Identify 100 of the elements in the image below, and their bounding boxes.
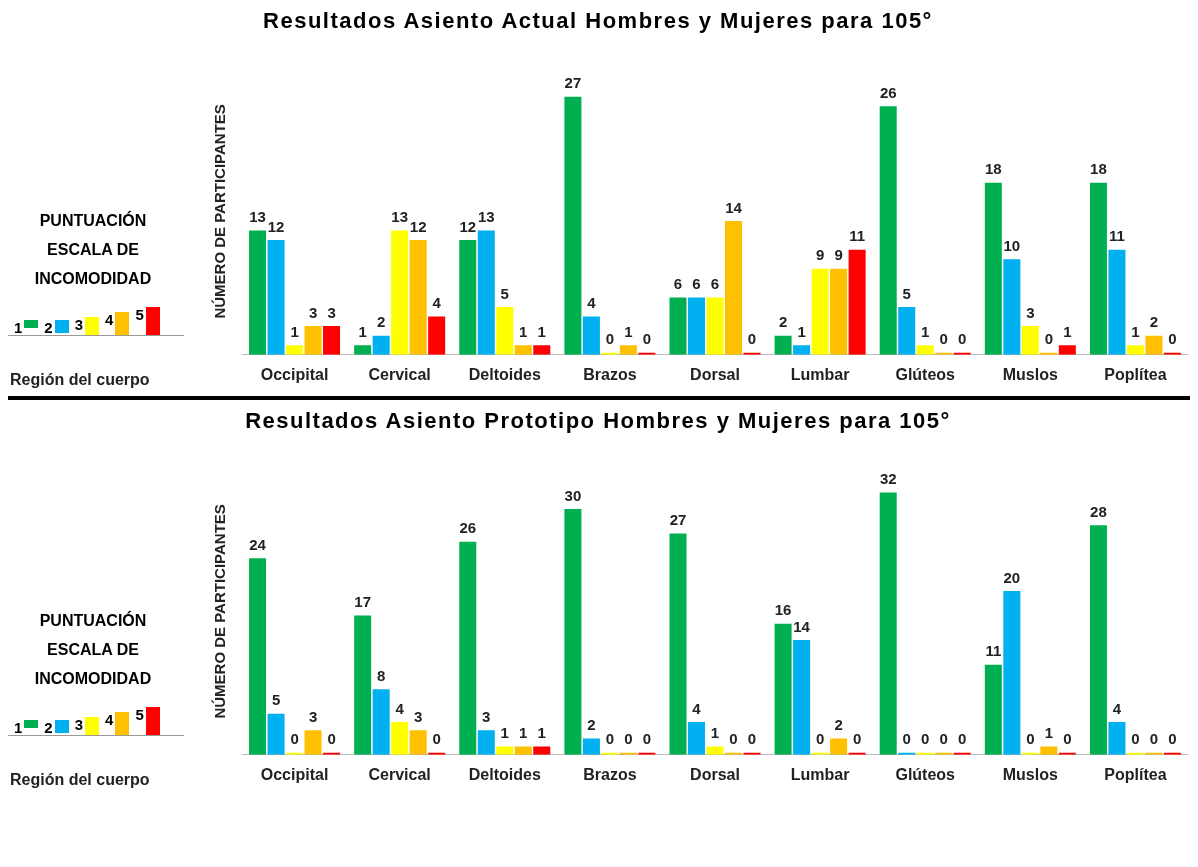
data-label: 13 [249,208,266,226]
legend-label: 3 [74,316,84,333]
legend-label: 4 [105,711,114,728]
bar [409,730,427,755]
data-label: 0 [624,730,633,748]
x-tick-label: Poplítea [1104,765,1167,783]
bar [830,738,848,755]
data-label: 1 [519,322,528,340]
bar [1058,345,1076,355]
data-label: 0 [958,730,967,748]
data-label: 2 [587,716,596,734]
bar [564,96,582,355]
x-tick-label: Glúteos [895,365,956,383]
bar [477,230,495,355]
data-label: 6 [710,275,720,293]
data-label: 1 [1131,322,1140,340]
legend-label: 5 [135,706,144,723]
bar [898,307,916,355]
data-label: 0 [605,330,615,348]
data-label: 13 [391,208,409,226]
bar [372,689,390,755]
x-tick-label: Occipital [260,765,329,783]
data-label: 30 [564,486,582,504]
bar [669,533,687,755]
data-label: 1 [624,322,633,340]
data-label: 1 [500,724,509,742]
bar [724,220,743,355]
bar [1089,182,1107,355]
data-label: 0 [747,330,757,348]
data-label: 18 [984,160,1002,178]
bar [811,268,829,355]
data-label: 1 [797,322,806,340]
data-label: 0 [432,730,441,748]
legend-label: 3 [74,716,84,733]
legend-label: 2 [44,719,53,736]
data-label: 0 [1026,730,1035,748]
bar [564,508,582,755]
bar [916,345,934,355]
data-label: 0 [642,730,652,748]
bar [1145,335,1163,355]
bar [249,230,267,355]
bar [249,558,267,755]
legend-label: 1 [14,719,23,736]
data-label: 9 [834,246,843,264]
x-tick-label: Brazos [583,365,637,383]
data-label: 1 [358,322,367,340]
data-label: 4 [432,294,442,312]
data-label: 12 [459,217,477,235]
data-label: 9 [815,246,825,264]
data-label: 3 [482,707,491,725]
data-label: 2 [778,313,788,331]
data-label: 0 [747,730,757,748]
y-axis-title: NÚMERO DE PARTICIPANTES [211,504,229,719]
y-axis-title: NÚMERO DE PARTICIPANTES [211,104,229,319]
data-label: 5 [902,284,911,302]
bar [830,268,848,355]
bar [304,326,322,355]
data-label: 26 [879,83,897,101]
data-label: 32 [879,470,897,488]
data-label: 1 [1063,322,1072,340]
legend-title: PUNTUACIÓN ESCALA DE INCOMODIDAD [33,210,153,289]
data-label: 27 [669,511,687,529]
x-tick-label: Dorsal [690,765,740,783]
bar [533,345,551,355]
bar [1003,259,1021,355]
data-label: 6 [692,275,701,293]
data-label: 18 [1090,160,1107,178]
data-label: 8 [377,666,386,684]
bar [391,230,409,355]
x-tick-label: Brazos [583,765,637,783]
data-label: 26 [459,519,477,537]
bar [428,316,446,355]
data-label: 6 [673,275,683,293]
data-label: 4 [395,699,405,717]
data-label: 12 [267,217,285,235]
x-axis-title: Región del cuerpo [10,771,150,789]
bar [477,730,495,755]
bar [286,345,304,355]
data-label: 0 [852,730,862,748]
x-tick-label: Deltoides [468,365,541,383]
bar [304,730,322,755]
data-label: 1 [290,322,299,340]
bar [793,640,811,755]
data-label: 13 [477,208,495,226]
bar [774,623,792,755]
data-label: 1 [537,322,546,340]
data-label: 12 [409,217,427,235]
x-tick-label: Lumbar [790,365,850,383]
data-label: 11 [985,642,1002,660]
x-axis-title: Región del cuerpo [10,371,150,389]
data-label: 1 [537,724,546,742]
data-label: 0 [921,730,930,748]
bar [267,240,285,355]
data-label: 0 [1168,730,1177,748]
bar [1108,722,1126,755]
bar [669,297,687,355]
bar [409,240,427,355]
bar [879,106,897,355]
data-label: 14 [725,198,743,216]
bar [793,345,811,355]
